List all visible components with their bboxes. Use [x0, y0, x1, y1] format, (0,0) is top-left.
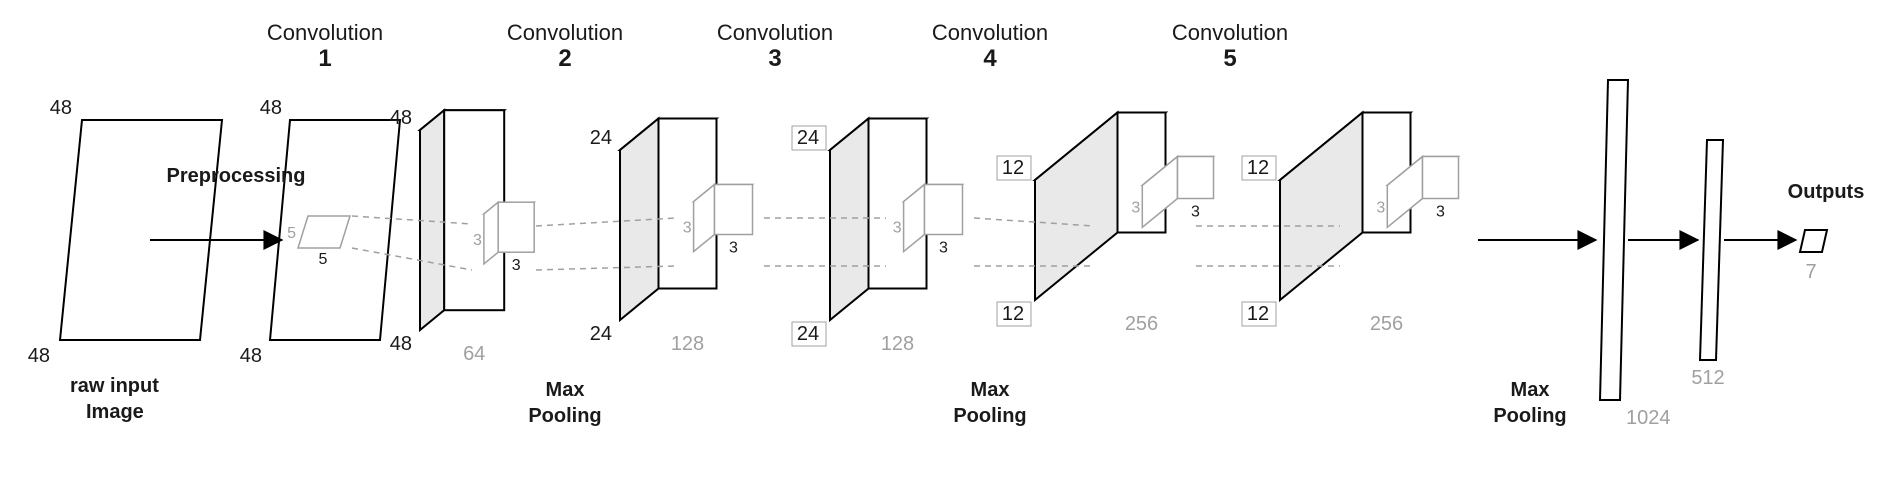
- plane: [60, 120, 222, 340]
- fc1-label: 1024: [1626, 407, 1671, 429]
- stage-title: Convolution: [932, 20, 1048, 45]
- stage-index: 5: [1223, 45, 1236, 72]
- kernel-size: 5: [287, 225, 296, 242]
- feat-dim: 48: [390, 107, 412, 129]
- feat-dim: 24: [797, 323, 819, 345]
- stage-index: 2: [558, 45, 571, 72]
- feat-dim: 12: [1247, 157, 1269, 179]
- stage-index: 4: [983, 45, 997, 72]
- kernel-size-bottom: 3: [1191, 204, 1200, 221]
- kernel-size-top: 3: [473, 232, 482, 249]
- kernel-cuboid: [484, 202, 534, 264]
- feat-dim: 48: [390, 333, 412, 355]
- fc2-label: 512: [1691, 367, 1724, 389]
- channels-label: 64: [463, 343, 485, 365]
- feat-dim: 24: [590, 127, 612, 149]
- feat-dim: 12: [1002, 157, 1024, 179]
- channels-label: 256: [1370, 313, 1403, 335]
- feat-dim: 12: [1002, 303, 1024, 325]
- input-dim: 48: [28, 345, 50, 367]
- input-dim: 48: [50, 97, 72, 119]
- prep-dim: 48: [240, 345, 262, 367]
- maxpool-label: Pooling: [1493, 405, 1566, 427]
- maxpool-label: Pooling: [528, 405, 601, 427]
- stage-title: Convolution: [267, 20, 383, 45]
- output-size: 7: [1805, 261, 1816, 283]
- maxpool-label: Max: [971, 379, 1010, 401]
- kernel-size-bottom: 3: [729, 240, 738, 257]
- kernel-cuboid: [904, 185, 963, 252]
- stage-title: Convolution: [1172, 20, 1288, 45]
- stage-title: Convolution: [507, 20, 623, 45]
- input-caption: Image: [86, 401, 144, 423]
- kernel-size-top: 3: [893, 220, 902, 237]
- kernel-size-bottom: 3: [939, 240, 948, 257]
- output-box: [1800, 230, 1827, 252]
- channels-label: 256: [1125, 313, 1158, 335]
- preprocessing-label: Preprocessing: [167, 165, 306, 187]
- stage-index: 3: [768, 45, 781, 72]
- kernel-plane: [298, 216, 350, 248]
- channels-label: 128: [881, 333, 914, 355]
- stage-index: 1: [318, 45, 331, 72]
- fc1-bar: [1600, 80, 1628, 400]
- kernel-size-top: 3: [683, 220, 692, 237]
- kernel-cuboid: [694, 185, 753, 252]
- feat-dim: 24: [797, 127, 819, 149]
- stage-title: Convolution: [717, 20, 833, 45]
- feat-dim: 24: [590, 323, 612, 345]
- maxpool-label: Max: [1511, 379, 1550, 401]
- input-caption: raw input: [70, 375, 159, 397]
- outputs-title: Outputs: [1788, 181, 1865, 203]
- kernel-size-top: 3: [1131, 199, 1140, 216]
- kernel-size: 5: [319, 251, 328, 268]
- fc2-bar: [1700, 140, 1723, 360]
- kernel-size-top: 3: [1376, 199, 1385, 216]
- kernel-size-bottom: 3: [512, 257, 521, 274]
- maxpool-label: Pooling: [953, 405, 1026, 427]
- prep-dim: 48: [260, 97, 282, 119]
- channels-label: 128: [671, 333, 704, 355]
- feat-dim: 12: [1247, 303, 1269, 325]
- kernel-size-bottom: 3: [1436, 204, 1445, 221]
- maxpool-label: Max: [546, 379, 585, 401]
